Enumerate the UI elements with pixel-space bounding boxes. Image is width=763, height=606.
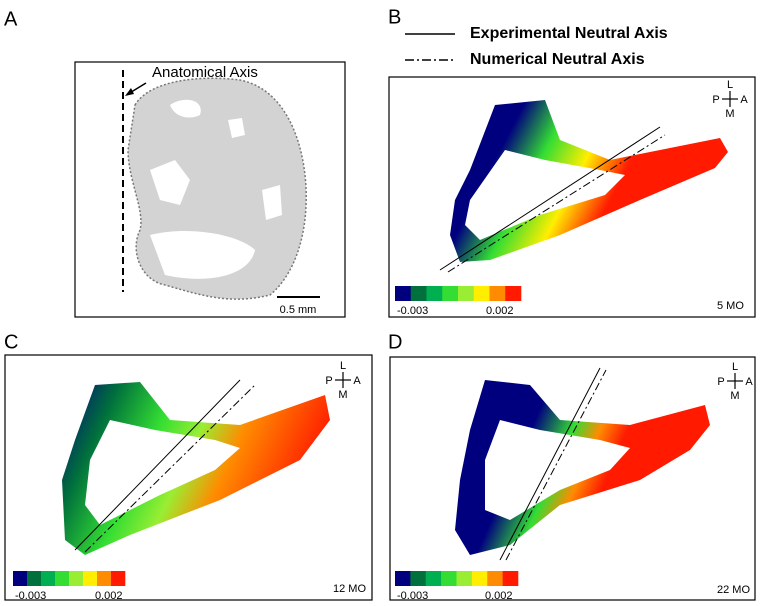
legend-label: Numerical Neutral Axis [470, 51, 645, 68]
colorbar-swatch [41, 571, 56, 586]
arrow-head [125, 88, 134, 96]
experimental-axis [499, 367, 601, 561]
scale-bar-label: 0.5 mm [280, 304, 317, 316]
colorbar-swatch [27, 571, 42, 586]
orientation-label: M [338, 389, 347, 401]
colorbar [395, 571, 519, 586]
age-label: 12 MO [333, 583, 366, 595]
colorbar-swatch [487, 571, 503, 586]
orientation-label: M [725, 108, 734, 120]
colorbar-max: 0.002 [486, 305, 514, 317]
orientation-label: L [732, 361, 738, 373]
orientation-label: A [353, 375, 361, 387]
orientation-label: P [712, 94, 719, 106]
orientation: L MP A [717, 361, 753, 402]
colorbar-swatch [441, 571, 457, 586]
colorbar-min: -0.003 [397, 305, 428, 317]
colorbar-swatch [69, 571, 84, 586]
bone-hole [170, 99, 201, 118]
colorbar-swatch [426, 286, 443, 301]
colorbar-min: -0.003 [397, 590, 428, 602]
colorbar-swatch [489, 286, 506, 301]
colorbar-swatch [473, 286, 490, 301]
bone-hole [485, 420, 630, 520]
colorbar-swatch [13, 571, 28, 586]
age-label: 5 MO [717, 300, 744, 312]
colorbar-swatch [410, 286, 427, 301]
orientation-label: L [727, 79, 733, 91]
colorbar [395, 286, 522, 301]
colorbar-swatch [395, 571, 411, 586]
colorbar-swatch [502, 571, 519, 586]
numerical-axis [447, 134, 666, 273]
colorbar-swatch [410, 571, 427, 586]
numerical-axis [505, 369, 607, 561]
colorbar-swatch [97, 571, 112, 586]
bone-hole [228, 118, 245, 138]
colorbar-swatch [83, 571, 98, 586]
bone-hole [150, 230, 255, 279]
legend-label: Experimental Neutral Axis [470, 25, 668, 42]
numerical-axis [84, 384, 256, 553]
annotation: Anatomical Axis [152, 64, 258, 81]
colorbar-swatch [111, 571, 126, 586]
orientation-label: P [717, 376, 724, 388]
colorbar-max: 0.002 [95, 590, 123, 602]
colorbar-swatch [471, 571, 488, 586]
age-label: 22 MO [717, 584, 750, 596]
orientation-label: M [730, 390, 739, 402]
panel-letter: D [388, 331, 402, 353]
orientation-label: A [745, 376, 753, 388]
colorbar-max: 0.002 [485, 590, 513, 602]
colorbar-swatch [456, 571, 473, 586]
experimental-axis [439, 126, 661, 271]
colorbar-swatch [425, 571, 442, 586]
bone-hole [465, 150, 625, 240]
colorbar [13, 571, 126, 586]
orientation-label: P [325, 375, 332, 387]
orientation: L MP A [712, 79, 748, 120]
bone-hole [150, 160, 190, 205]
colorbar-swatch [395, 286, 412, 301]
panel-letter: A [4, 8, 18, 30]
panel-letter: C [4, 331, 18, 353]
experimental-axis [74, 379, 241, 551]
colorbar-min: -0.003 [15, 590, 46, 602]
colorbar-swatch [55, 571, 70, 586]
bone-hole [262, 185, 282, 220]
orientation: L MP A [325, 360, 361, 401]
orientation-label: A [740, 94, 748, 106]
panel-letter: B [388, 6, 401, 28]
orientation-label: L [340, 360, 346, 372]
colorbar-swatch [458, 286, 475, 301]
colorbar-swatch [505, 286, 522, 301]
bone-hole [85, 420, 240, 525]
colorbar-swatch [442, 286, 459, 301]
